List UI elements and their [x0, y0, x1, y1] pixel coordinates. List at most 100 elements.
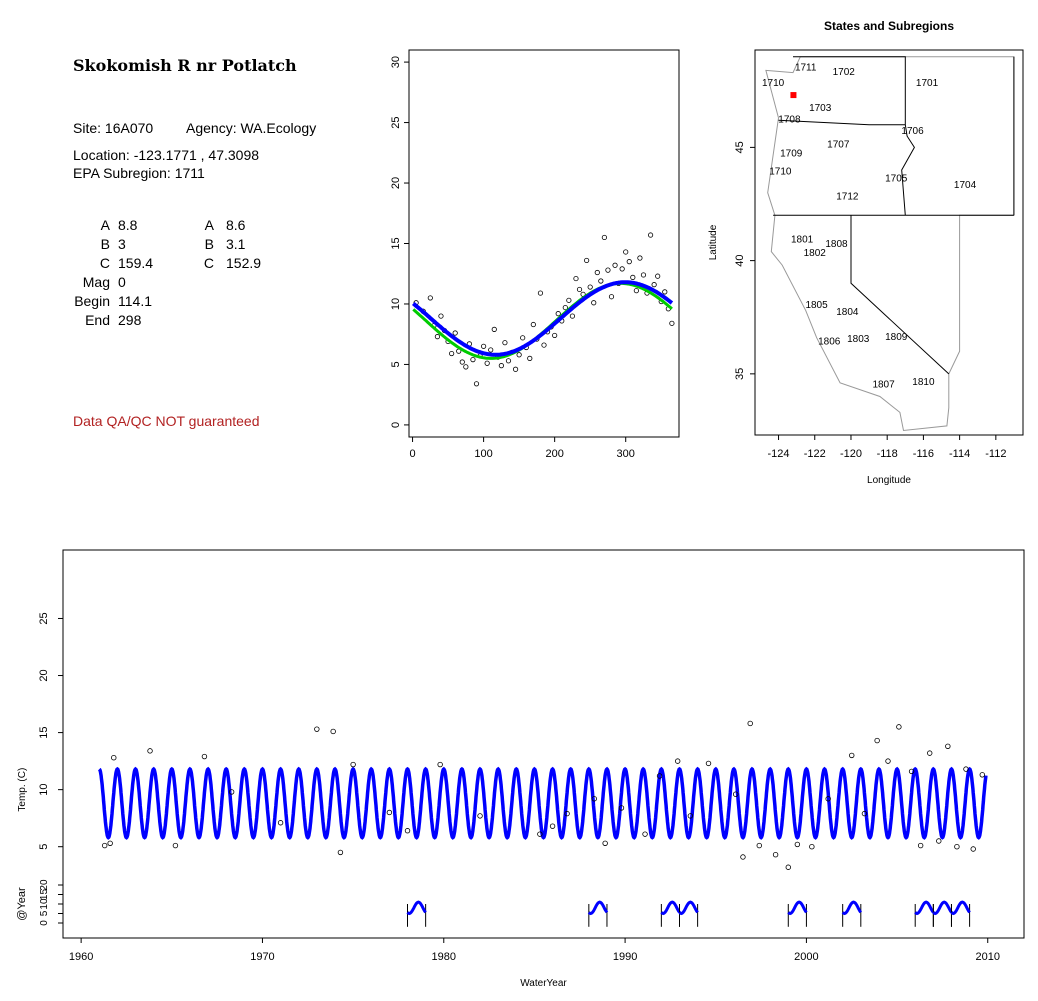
fit-curve [98, 766, 988, 840]
data-point [669, 320, 675, 326]
data-point [619, 266, 625, 272]
year-fit-curve [660, 900, 681, 916]
data-point [705, 760, 712, 767]
param-label: A [204, 217, 214, 233]
y-tick-label: 10 [38, 784, 50, 796]
x-tick-label: 1990 [613, 951, 637, 963]
region-outline [765, 56, 1015, 432]
data-point [896, 724, 902, 730]
data-point [427, 295, 433, 301]
data-point [591, 796, 597, 802]
data-point [785, 864, 791, 870]
subregion-label: 1805 [805, 300, 828, 311]
data-point [481, 343, 487, 349]
y2-tick-label: 10 [39, 898, 50, 910]
agency: Agency: WA.Ecology [186, 120, 317, 136]
param-label: B [100, 236, 110, 252]
plot-frame [408, 49, 680, 438]
data-point [337, 849, 344, 856]
state-boundary [778, 119, 906, 126]
x-axis-label: Longitude [867, 475, 911, 486]
data-point [477, 813, 483, 819]
subregion-label: 1706 [901, 126, 924, 137]
year-fit-curve [950, 900, 971, 916]
params-right: A 8.6 B 3.1 C 152.9 [154, 216, 261, 273]
data-point [849, 752, 855, 759]
y-tick-label: 20 [38, 669, 50, 681]
data-point [537, 290, 544, 296]
x-tick-label: 1980 [432, 951, 456, 963]
data-point [618, 805, 625, 811]
data-point [404, 828, 411, 834]
data-point [512, 366, 519, 372]
data-point [463, 364, 469, 370]
y-axis-label: Latitude [708, 224, 719, 260]
data-point [566, 297, 572, 303]
data-point [885, 758, 891, 764]
data-point [825, 796, 831, 802]
y-tick-label: 45 [734, 141, 746, 153]
data-point [945, 743, 951, 749]
location: Location: -123.1771 , 47.3098 [73, 147, 260, 163]
state-boundary [850, 215, 950, 375]
subregion-label: 1710 [769, 167, 792, 178]
param-label: Begin [74, 293, 110, 309]
year-fit-curve [914, 900, 935, 916]
qa-note: Data QA/QC NOT guaranteed [73, 413, 260, 429]
year-fit-curve [841, 900, 862, 916]
data-point [623, 249, 629, 255]
data-point [549, 823, 556, 829]
data-point [569, 313, 576, 319]
data-point [314, 726, 320, 732]
data-point [874, 737, 880, 744]
data-point [172, 842, 179, 849]
subregion-label: 1705 [885, 173, 908, 184]
data-point [459, 359, 465, 365]
data-point [537, 831, 543, 837]
subregion-label: 1701 [916, 78, 939, 89]
seasonal-chart: 0 100 200 300 0 5 10 15 20 25 30 [390, 49, 680, 460]
data-point [608, 294, 615, 300]
data-point [555, 311, 561, 317]
data-point [602, 840, 608, 846]
y-tick-label: 40 [734, 254, 746, 266]
data-point [470, 356, 476, 363]
year-fit-curve [932, 900, 953, 916]
data-point [573, 275, 579, 282]
year-fit-curve [678, 900, 699, 916]
data-point [228, 789, 235, 795]
epa-subregion: EPA Subregion: 1711 [73, 165, 205, 181]
data-point [386, 809, 393, 816]
y-tick-label: 20 [390, 177, 402, 189]
y2-axis-label: @Year [16, 887, 28, 921]
x-tick-label: -116 [913, 448, 934, 460]
data-point [626, 259, 632, 265]
data-point [498, 363, 504, 369]
data-point [756, 842, 762, 849]
subregion-label: 1810 [912, 377, 935, 388]
data-point [605, 267, 611, 273]
data-point [594, 269, 600, 276]
data-point [502, 340, 508, 346]
subregion-label: 1808 [825, 239, 848, 250]
y-tick-label: 15 [390, 237, 402, 249]
data-point [488, 347, 494, 353]
param-label: A [100, 217, 110, 233]
x-tick-label: -114 [949, 448, 970, 460]
param-value: 298 [118, 312, 142, 328]
subregion-label: 1712 [836, 191, 859, 202]
x-tick-label: 100 [474, 448, 492, 460]
subregion-label: 1709 [780, 148, 803, 159]
data-point [107, 840, 113, 846]
subregion-label: 1711 [795, 62, 817, 73]
data-point [438, 313, 444, 319]
data-point [936, 838, 942, 844]
subregion-label: 1809 [885, 332, 908, 343]
data-point [674, 758, 681, 764]
data-point [917, 842, 924, 849]
map-title: States and Subregions [824, 19, 954, 33]
param-value: 159.4 [118, 255, 154, 271]
data-point [147, 748, 153, 754]
data-point [201, 753, 208, 760]
data-point [473, 381, 480, 387]
